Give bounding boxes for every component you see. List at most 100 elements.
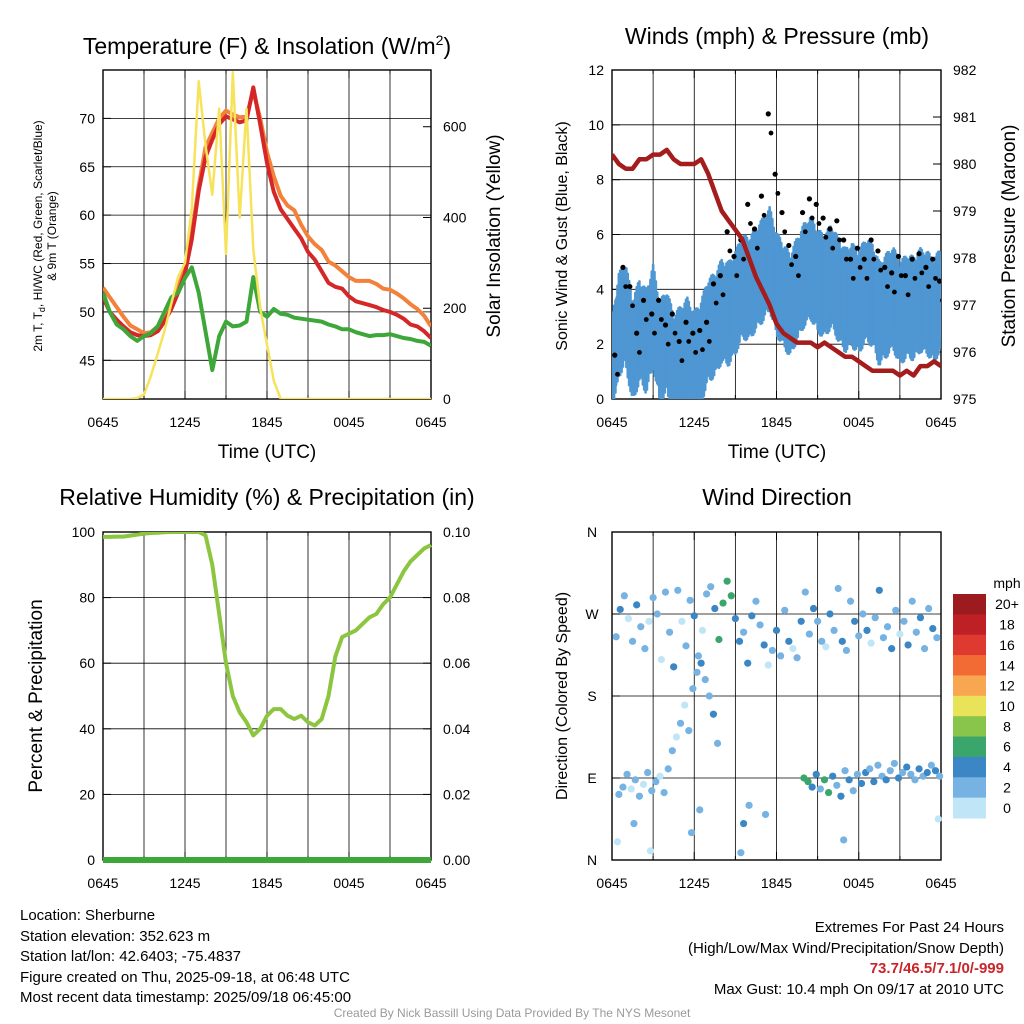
colorbar-swatch xyxy=(953,695,986,717)
wind-ytick-label: 12 xyxy=(588,62,604,78)
direction-point xyxy=(649,594,657,602)
direction-point xyxy=(630,819,638,828)
direction-point xyxy=(698,626,707,635)
direction-point xyxy=(929,624,937,633)
direction-point xyxy=(613,838,622,846)
gust-point xyxy=(809,215,815,221)
direction-point xyxy=(723,577,731,585)
gust-point xyxy=(630,303,635,309)
direction-point xyxy=(820,776,829,784)
direction-point xyxy=(639,780,648,788)
direction-point xyxy=(908,597,916,605)
wind-ytick-label: 0 xyxy=(596,391,604,407)
station-info: Location: Sherburne Station elevation: 3… xyxy=(20,906,351,1009)
direction-point xyxy=(894,774,903,782)
gust-point xyxy=(919,270,925,276)
temp-series xyxy=(103,71,431,399)
dir-xtick-label: 0645 xyxy=(925,875,956,891)
direction-point xyxy=(879,634,888,642)
direction-point xyxy=(812,770,820,778)
direction-point xyxy=(719,599,727,607)
gust-point xyxy=(861,256,867,262)
rh-ytick-label: 80 xyxy=(79,590,95,606)
direction-point xyxy=(805,630,814,638)
gust-point xyxy=(754,245,760,251)
gust-point xyxy=(850,275,856,281)
wind-y2tick-label: 980 xyxy=(953,156,977,172)
direction-point xyxy=(713,739,722,747)
direction-point xyxy=(846,597,855,605)
wind-ytick-label: 6 xyxy=(596,227,604,243)
wind-y2tick-label: 976 xyxy=(953,344,977,360)
gust-point xyxy=(765,111,771,117)
gust-point xyxy=(615,371,620,377)
direction-point xyxy=(916,614,925,622)
direction-point xyxy=(867,639,875,647)
rh-y2tick-label: 0.08 xyxy=(443,590,470,606)
temp-ytick-label: 55 xyxy=(79,256,95,272)
direction-point xyxy=(628,637,637,645)
extremes-title: Extremes For Past 24 Hours xyxy=(814,919,1004,936)
direction-point xyxy=(705,692,713,700)
direction-point xyxy=(644,768,652,777)
direction-point xyxy=(890,759,898,768)
wind-ytick-label: 8 xyxy=(596,172,604,188)
dir-ytick-label: N xyxy=(587,852,597,868)
gust-point xyxy=(706,339,712,344)
gust-point xyxy=(761,212,767,218)
temp-ylabel-1: 2m T, Td, HI/WC (Red, Green, Scarlet/Blu… xyxy=(31,120,47,351)
wind-ytick-label: 4 xyxy=(596,281,604,297)
gust-point xyxy=(898,273,904,279)
direction-point xyxy=(764,661,772,669)
direction-point xyxy=(830,626,838,635)
direction-point xyxy=(689,685,697,693)
colorbar-label: 0 xyxy=(1003,800,1011,816)
direction-point xyxy=(740,628,748,636)
wind-ylabel-right: Station Pressure (Maroon) xyxy=(999,125,1020,348)
colorbar-swatch xyxy=(953,756,986,778)
direction-point xyxy=(760,641,768,649)
direction-point xyxy=(681,701,689,709)
direction-point xyxy=(900,617,908,625)
gust-point xyxy=(933,275,938,281)
direction-point xyxy=(883,623,892,631)
gust-point xyxy=(937,278,941,284)
direction-point xyxy=(818,637,826,645)
series-rh xyxy=(103,532,432,738)
temp-y2tick-label: 200 xyxy=(443,300,467,316)
direction-point xyxy=(772,626,781,635)
gust-point xyxy=(823,234,829,240)
wind-y2tick-label: 978 xyxy=(953,250,977,266)
rh-ytick-label: 40 xyxy=(79,721,95,737)
direction-point xyxy=(875,586,883,594)
gust-point xyxy=(837,237,842,243)
temp-ylabel-right: Solar Insolation (Yellow) xyxy=(484,134,505,337)
gust-point xyxy=(751,226,758,232)
gust-point xyxy=(741,256,746,262)
colorbar-swatch xyxy=(953,777,986,799)
temp-y2tick-label: 0 xyxy=(443,391,451,407)
temp-title-sup: 2 xyxy=(436,32,444,48)
gust-point xyxy=(758,193,765,199)
direction-point xyxy=(903,763,911,771)
direction-point xyxy=(907,770,915,778)
ylabel-tail: , HI/WC (Red, Green, Scarlet/Blue) xyxy=(31,120,45,307)
direction-point xyxy=(674,586,682,594)
station-location: Location: Sherburne xyxy=(20,907,156,924)
direction-point xyxy=(740,819,748,828)
direction-point xyxy=(824,788,833,797)
gust-point xyxy=(652,330,657,336)
wind-y2tick-label: 977 xyxy=(953,297,977,313)
gust-point xyxy=(796,273,801,279)
gust-point xyxy=(665,341,671,347)
direction-point xyxy=(816,785,824,793)
gust-point xyxy=(926,284,932,289)
wind-y2tick-label: 982 xyxy=(953,62,977,78)
direction-point xyxy=(882,776,890,784)
gust-point xyxy=(789,262,794,268)
colorbar-swatch xyxy=(953,736,986,758)
direction-point xyxy=(645,617,653,625)
gust-point xyxy=(623,284,629,289)
gust-point xyxy=(889,270,895,276)
temp-xtick-label: 0645 xyxy=(87,414,118,430)
